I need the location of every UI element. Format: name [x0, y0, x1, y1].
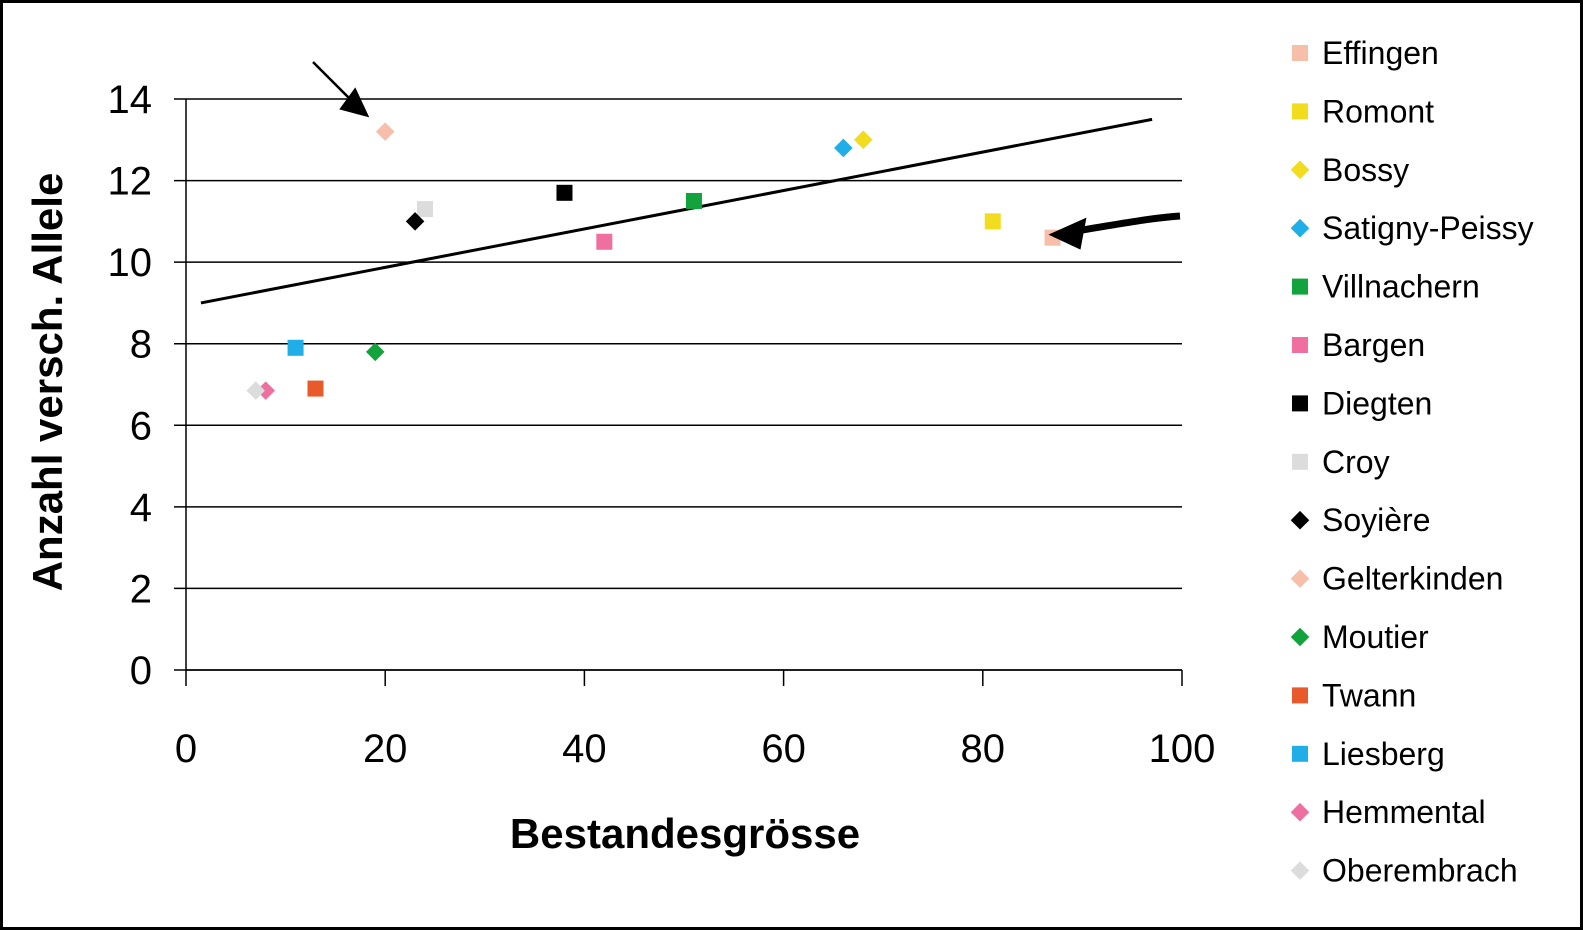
data-point-gelterkinden — [375, 122, 395, 141]
legend-label-croy: Croy — [1322, 444, 1390, 480]
x-tick-label: 40 — [562, 727, 607, 771]
legend-marker-bargen — [1292, 337, 1308, 353]
legend-marker-villnachern — [1292, 278, 1308, 295]
data-point-moutier — [365, 342, 385, 362]
legend-label-twann: Twann — [1322, 677, 1416, 713]
y-tick-label: 14 — [108, 78, 153, 122]
legend-marker-bossy — [1290, 160, 1310, 180]
data-point-oberembrach — [246, 381, 265, 400]
legend-label-oberembrach: Oberembrach — [1322, 853, 1518, 889]
data-point-diegten — [556, 184, 573, 201]
legend-marker-diegten — [1292, 395, 1308, 412]
data-point-villnachern — [685, 192, 702, 209]
x-tick-label: 20 — [363, 727, 408, 771]
data-point-croy — [417, 201, 434, 218]
data-point-liesberg — [287, 339, 304, 356]
y-tick-label: 8 — [130, 323, 152, 367]
x-tick-label: 0 — [175, 727, 197, 771]
annotation-arrow-shaft — [1071, 212, 1181, 236]
legend-label-hemmental: Hemmental — [1322, 794, 1486, 830]
x-tick-label: 80 — [961, 727, 1006, 771]
legend-marker-twann — [1292, 687, 1308, 704]
x-tick-label: 100 — [1149, 727, 1216, 771]
annotation-arrowhead — [339, 87, 370, 118]
annotation-arrowhead — [1048, 217, 1087, 250]
legend-label-bossy: Bossy — [1322, 152, 1409, 188]
data-point-bargen — [596, 233, 613, 250]
legend-marker-gelterkinden — [1290, 569, 1310, 588]
legend-marker-effingen — [1292, 45, 1308, 61]
legend-marker-satigny-peissy — [1290, 218, 1310, 238]
x-tick-label: 60 — [761, 727, 806, 771]
legend-label-diegten: Diegten — [1322, 385, 1432, 421]
legend-label-effingen: Effingen — [1322, 35, 1439, 71]
legend-marker-liesberg — [1292, 745, 1308, 762]
y-tick-label: 6 — [130, 404, 152, 448]
legend-label-bargen: Bargen — [1322, 327, 1425, 363]
legend-marker-oberembrach — [1290, 861, 1310, 880]
y-tick-label: 10 — [108, 241, 153, 285]
y-tick-label: 4 — [130, 486, 152, 530]
data-point-twann — [307, 380, 324, 397]
data-point-satigny-peissy — [834, 138, 853, 158]
legend-label-villnachern: Villnachern — [1322, 269, 1480, 305]
x-axis-title: Bestandesgrösse — [510, 810, 860, 857]
data-point-hemmental — [256, 381, 275, 400]
y-axis-title: Anzahl versch. Allele — [24, 173, 71, 592]
legend-label-satigny-peissy: Satigny-Peissy — [1322, 210, 1534, 246]
y-tick-label: 0 — [130, 649, 152, 693]
legend-marker-soyi-re — [1290, 510, 1310, 530]
data-point-soyi-re — [405, 212, 425, 231]
legend-marker-romont — [1292, 103, 1308, 120]
data-point-romont — [984, 213, 1001, 230]
trend-line — [200, 117, 1153, 305]
legend-label-liesberg: Liesberg — [1322, 736, 1445, 772]
legend-label-gelterkinden: Gelterkinden — [1322, 561, 1503, 597]
legend-label-moutier: Moutier — [1322, 619, 1429, 655]
data-point-bossy — [854, 130, 873, 150]
legend-marker-moutier — [1290, 627, 1310, 647]
y-tick-label: 12 — [108, 160, 153, 204]
legend-marker-hemmental — [1290, 802, 1310, 822]
y-tick-label: 2 — [130, 567, 152, 611]
legend-label-soyi-re: Soyière — [1322, 502, 1431, 538]
legend-label-romont: Romont — [1322, 93, 1434, 129]
legend-marker-croy — [1292, 453, 1308, 470]
